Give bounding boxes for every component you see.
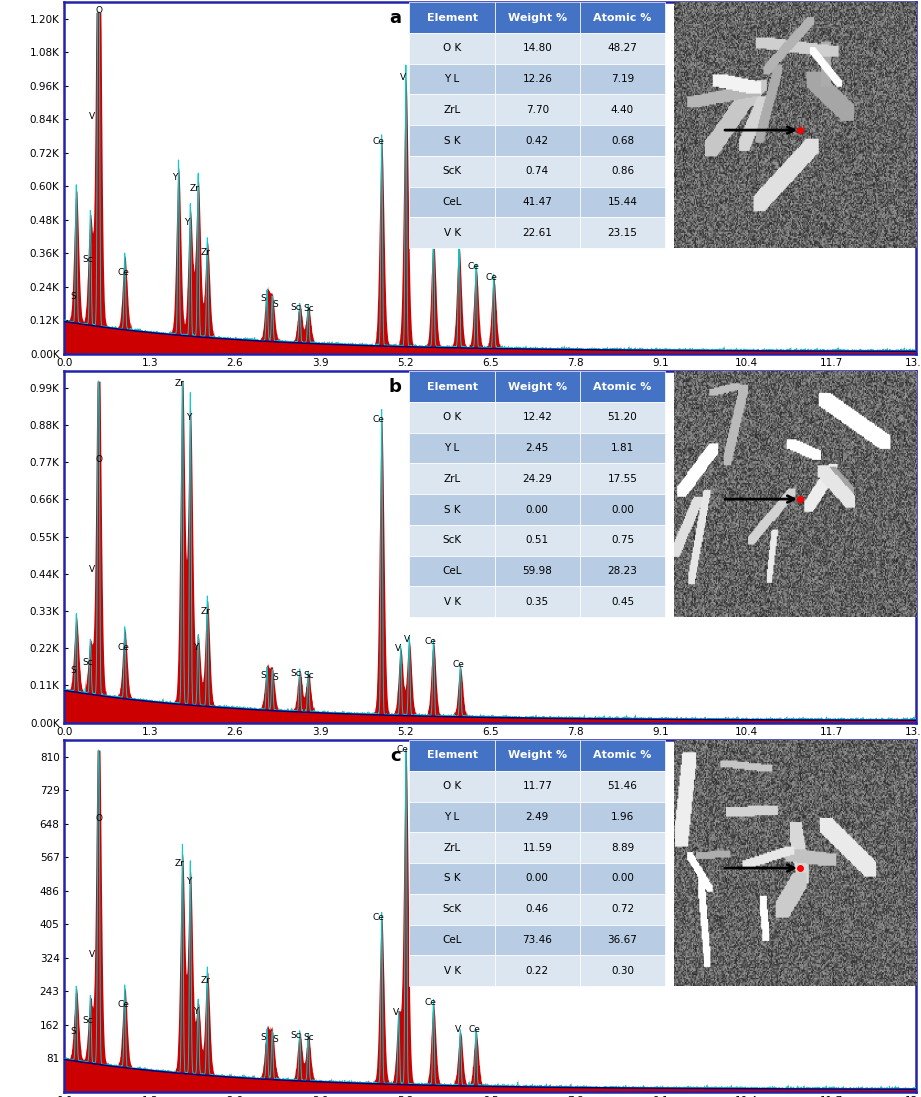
Text: Ce: Ce: [397, 745, 409, 754]
Text: Sc: Sc: [303, 1033, 314, 1042]
Text: Ce: Ce: [468, 1025, 480, 1033]
Text: Ce: Ce: [372, 913, 384, 923]
Text: V: V: [89, 950, 95, 959]
Text: Ce: Ce: [118, 643, 129, 652]
Text: S: S: [70, 292, 76, 301]
Text: Ce: Ce: [372, 416, 384, 425]
Text: V: V: [89, 565, 95, 574]
Text: Y: Y: [172, 173, 177, 182]
Text: Ce: Ce: [425, 637, 437, 646]
Text: Sc: Sc: [303, 304, 314, 313]
Text: Sc: Sc: [83, 256, 93, 264]
Text: S: S: [261, 294, 266, 304]
Text: Zr: Zr: [190, 184, 200, 193]
Text: Y: Y: [186, 412, 192, 421]
Text: S: S: [70, 666, 76, 676]
Text: Y: Y: [192, 643, 198, 653]
Text: Ce: Ce: [372, 137, 384, 146]
Text: S: S: [273, 672, 278, 682]
Text: V: V: [455, 1025, 460, 1033]
Text: Zr: Zr: [175, 378, 185, 388]
Text: Zr: Zr: [201, 976, 210, 985]
Text: O: O: [96, 455, 102, 464]
Text: Sc: Sc: [82, 1017, 93, 1026]
Text: S: S: [70, 1027, 76, 1036]
Text: Ce: Ce: [118, 999, 129, 1009]
Text: Sc: Sc: [290, 303, 301, 313]
Text: Y: Y: [184, 217, 190, 227]
Text: Zr: Zr: [175, 859, 185, 869]
Text: Ce: Ce: [452, 660, 464, 669]
Text: Zr: Zr: [201, 248, 210, 258]
Text: Sc: Sc: [290, 1031, 301, 1040]
Text: Ce: Ce: [426, 231, 437, 240]
Text: Y: Y: [186, 877, 192, 885]
Text: b: b: [388, 378, 401, 396]
Text: S: S: [273, 299, 278, 309]
Text: S: S: [261, 671, 266, 680]
Text: Zr: Zr: [201, 607, 210, 617]
Text: S: S: [261, 1033, 266, 1042]
Text: Y: Y: [192, 1007, 198, 1016]
Text: Sc: Sc: [82, 658, 93, 667]
Text: V: V: [404, 635, 410, 644]
Text: V: V: [400, 72, 405, 81]
Text: O: O: [96, 814, 102, 823]
Text: Sc: Sc: [303, 670, 314, 680]
Text: O: O: [96, 5, 102, 14]
Text: S: S: [273, 1034, 278, 1044]
Text: Sc: Sc: [290, 669, 301, 678]
Text: Ce: Ce: [425, 998, 437, 1007]
Text: V: V: [453, 241, 460, 250]
Text: Ce: Ce: [485, 273, 497, 282]
Text: Ce: Ce: [468, 262, 479, 271]
Text: V: V: [89, 112, 95, 121]
Text: a: a: [389, 9, 401, 27]
Text: Ce: Ce: [118, 268, 129, 276]
Text: c: c: [391, 747, 401, 765]
Text: V: V: [395, 644, 401, 653]
Text: V: V: [393, 1008, 399, 1017]
